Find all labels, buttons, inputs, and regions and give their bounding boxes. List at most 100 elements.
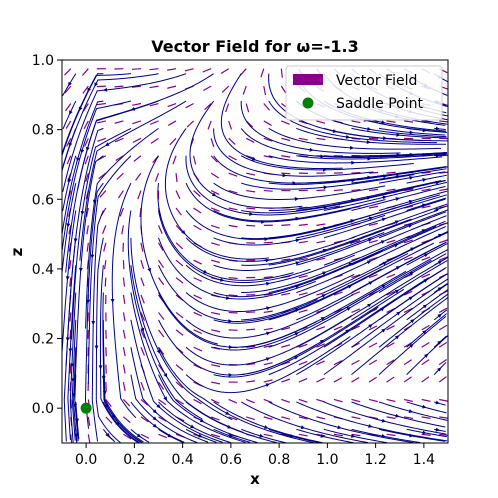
quiver-arrow [386, 239, 396, 244]
streamline-arrowhead [437, 260, 443, 265]
quiver-arrow [84, 155, 89, 165]
quiver-arrow [175, 329, 184, 336]
quiver-arrow [351, 376, 360, 383]
quiver-arrow [82, 85, 89, 94]
quiver-arrow [228, 172, 238, 177]
streamline-arrowhead [80, 210, 85, 216]
quiver-arrow [368, 376, 377, 383]
streamline-arrowhead [228, 373, 233, 377]
streamline [158, 264, 318, 322]
quiver-arrow [97, 137, 107, 142]
quiver-arrow [246, 311, 256, 314]
streamline-arrowhead [76, 157, 80, 162]
quiver-arrow [369, 171, 379, 174]
quiver-arrow [263, 189, 273, 192]
quiver-arrow [246, 398, 255, 404]
quiver-arrow [122, 381, 126, 392]
quiver-arrow [140, 433, 150, 439]
quiver-arrow [70, 399, 73, 409]
quiver-arrow [114, 137, 124, 143]
quiver-arrow [281, 398, 291, 403]
quiver-arrow [140, 242, 144, 252]
quiver-arrow [421, 376, 430, 383]
quiver-arrow [140, 416, 149, 423]
legend-marker-saddle-point [302, 97, 314, 109]
streamline-arrowhead [351, 160, 356, 165]
quiver-arrow [281, 327, 291, 331]
quiver-arrow [386, 273, 396, 279]
quiver-arrow [298, 433, 308, 437]
quiver-arrow [64, 85, 72, 94]
quiver-arrow [386, 188, 396, 192]
streamline-arrowhead [105, 142, 110, 146]
streamline-arrowhead [249, 212, 254, 216]
quiver-arrow [69, 277, 72, 287]
streamline-arrowhead [437, 287, 443, 292]
streamline-arrowhead [380, 240, 386, 244]
streamline-arrowhead [383, 174, 388, 179]
streamline-arrowhead [322, 271, 327, 276]
quiver-arrow [228, 207, 238, 211]
streamline-arrowhead [382, 195, 387, 200]
legend: Vector Field Saddle Point [285, 65, 443, 121]
quiver-arrow [102, 225, 107, 234]
quiver-arrow [158, 398, 167, 406]
quiver-arrow [281, 416, 291, 420]
quiver-arrow [175, 311, 184, 319]
quiver-arrow [87, 434, 91, 443]
quiver-arrow [439, 433, 448, 436]
quiver-arrow [103, 242, 107, 252]
y-tick-label: 0.6 [32, 192, 54, 208]
streamline [65, 100, 159, 273]
streamline-arrowhead [80, 149, 85, 154]
streamline-arrowhead [367, 156, 372, 161]
quiver-arrow [263, 398, 273, 404]
quiver-arrow [351, 416, 361, 420]
quiver-arrow [368, 188, 379, 192]
quiver-arrow [68, 260, 72, 270]
streamline-arrowhead [409, 343, 414, 348]
quiver-arrow [84, 138, 89, 147]
quiver-arrow [368, 273, 378, 279]
quiver-arrow [186, 120, 195, 128]
quiver-arrow [140, 399, 149, 406]
quiver-arrow [86, 225, 89, 235]
streamline-arrowhead [228, 319, 233, 323]
streamline-arrowhead [228, 345, 233, 349]
quiver-arrow [175, 364, 184, 371]
quiver-arrow [263, 276, 273, 279]
quiver-arrow [175, 224, 183, 233]
quiver-arrow [210, 172, 220, 179]
quiver-arrow [316, 377, 325, 383]
streamline-arrowhead [421, 229, 427, 233]
quiver-arrow [158, 312, 165, 320]
streamline-arrowhead [423, 278, 428, 283]
legend-label-saddle-point: Saddle Point [336, 96, 423, 112]
quiver-arrow [133, 155, 142, 162]
streamline-arrowhead [130, 106, 136, 111]
quiver-arrow [316, 343, 325, 348]
streamline-arrowhead [348, 262, 354, 267]
x-axis-label: x [250, 470, 260, 488]
quiver-arrow [403, 256, 413, 261]
quiver-arrow [438, 307, 448, 313]
quiver-arrow [131, 85, 142, 88]
quiver-arrow [210, 433, 220, 438]
streamline-arrowhead [381, 217, 387, 222]
streamline-arrowhead [423, 253, 429, 258]
y-tick-label: 0.4 [32, 262, 54, 278]
streamline-arrowhead [381, 434, 386, 438]
quiver-arrow [225, 103, 230, 113]
quiver-arrow [386, 416, 396, 420]
quiver-arrow [149, 85, 159, 89]
quiver-arrow [316, 360, 325, 366]
streamline-arrowhead [152, 409, 157, 414]
quiver-arrow [404, 188, 414, 192]
quiver-arrow [122, 347, 126, 357]
legend-box [285, 65, 443, 121]
quiver-arrow [263, 379, 273, 383]
quiver-arrow [87, 277, 89, 287]
streamline-arrowhead [87, 87, 92, 93]
quiver-arrow [333, 433, 343, 437]
streamline-arrowhead [294, 197, 299, 201]
